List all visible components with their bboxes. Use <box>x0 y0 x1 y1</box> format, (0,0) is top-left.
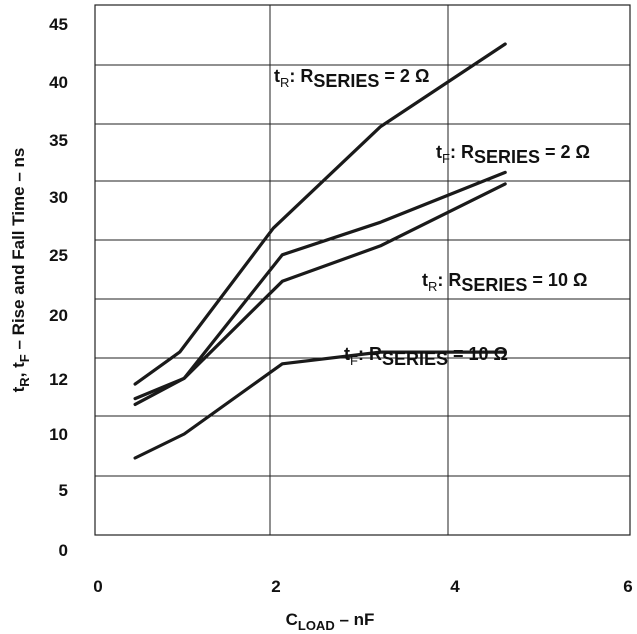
plot-frame <box>94 4 631 536</box>
y-tick-label: 10 <box>49 425 68 444</box>
x-tick-label: 6 <box>623 577 632 596</box>
series-label-4: tF: RSERIES = 10 Ω <box>344 344 508 369</box>
series-lines <box>133 42 507 460</box>
y-tick-label: 45 <box>49 15 68 34</box>
x-axis-label: CLOAD – nF <box>286 610 375 633</box>
y-tick-label: 35 <box>49 131 68 150</box>
y-tick-label: 40 <box>49 73 68 92</box>
series-label-2: tF: RSERIES = 2 Ω <box>436 142 590 167</box>
y-axis-label: tR, tF – Rise and Fall Time – ns <box>9 148 32 393</box>
y-tick-label: 30 <box>49 188 68 207</box>
series-label-1: tR: RSERIES = 2 Ω <box>274 66 429 91</box>
x-tick-label: 0 <box>93 577 102 596</box>
y-tick-label: 5 <box>59 481 68 500</box>
series-line-1 <box>133 42 507 386</box>
series-labels: tR: RSERIES = 2 Ω tF: RSERIES = 2 Ω tR: RS… <box>274 66 590 369</box>
y-tick-label: 25 <box>49 246 68 265</box>
series-line-4 <box>133 350 507 460</box>
series-line-2 <box>133 170 507 401</box>
series-line-3 <box>133 182 507 406</box>
series-label-3: tR: RSERIES = 10 Ω <box>422 270 587 295</box>
y-tick-labels: 0 5 10 12 20 25 30 35 40 45 <box>49 15 68 560</box>
x-tick-labels: 0 2 4 6 <box>93 577 632 596</box>
y-tick-label: 20 <box>49 306 68 325</box>
y-tick-label: 0 <box>59 541 68 560</box>
x-tick-label: 2 <box>271 577 280 596</box>
y-tick-label: 12 <box>49 370 68 389</box>
x-tick-label: 4 <box>450 577 460 596</box>
